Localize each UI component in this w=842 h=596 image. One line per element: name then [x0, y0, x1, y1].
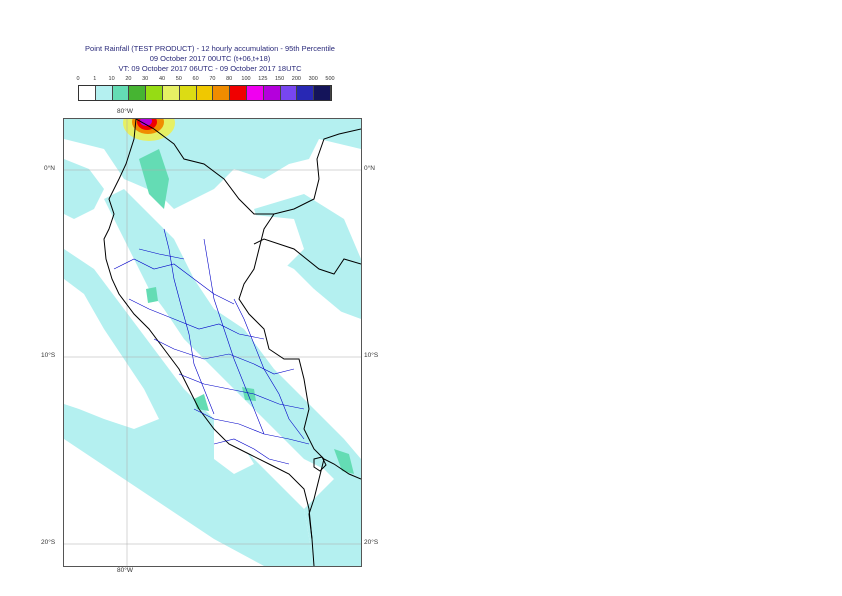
moderate-area-5 [242, 387, 256, 401]
region-line-10 [138, 248, 185, 260]
legend-swatch-3 [129, 86, 147, 100]
legend-labels: 0 1 10 20 30 40 50 60 70 80 100 125 150 200 300 500 [76, 76, 346, 84]
national-borders [103, 119, 361, 566]
lon-label-top: 80°W [117, 108, 133, 115]
dry-patch-2 [264, 279, 361, 419]
rain-moderate [139, 149, 354, 474]
dry-patch-4 [64, 459, 204, 566]
map-title: Point Rainfall (TEST PRODUCT) - 12 hourl… [85, 44, 335, 53]
lat-label-right-0: 0°N [364, 165, 375, 172]
legend-threshold-0: 0 [76, 76, 80, 82]
legend-threshold-8: 70 [209, 76, 216, 82]
color-legend: 0 1 10 20 30 40 50 60 70 80 100 125 150 200 300 500 [76, 76, 346, 102]
legend-threshold-2: 10 [108, 76, 115, 82]
rain-clearings [64, 214, 361, 566]
legend-threshold-4: 30 [142, 76, 149, 82]
legend-swatch-13 [297, 86, 315, 100]
lat-label-right-10: 10°S [364, 352, 379, 359]
moderate-area-2 [146, 287, 158, 303]
lat-label-left-10: 10°S [41, 352, 56, 359]
rain-area-ocean-west [64, 249, 314, 566]
lat-label-left-20: 20°S [41, 539, 56, 546]
region-line-1 [113, 258, 235, 305]
region-line-7 [203, 238, 265, 435]
lake-titicaca [313, 456, 327, 472]
legend-swatch-7 [196, 86, 214, 100]
region-line-8 [233, 298, 305, 440]
region-line-3 [153, 338, 295, 375]
coastline-ecuador-peru [103, 119, 315, 566]
border-colombia-brazil [273, 128, 361, 215]
legend-threshold-14: 300 [308, 76, 318, 82]
legend-bar [78, 85, 332, 101]
legend-swatch-0 [79, 86, 96, 100]
legend-swatch-1 [95, 86, 113, 100]
moderate-area-3 [334, 449, 354, 474]
legend-threshold-12: 150 [275, 76, 285, 82]
legend-threshold-15: 500 [325, 76, 335, 82]
legend-swatch-11 [263, 86, 281, 100]
legend-swatch-12 [280, 86, 298, 100]
valid-time: VT: 09 October 2017 06UTC - 09 October 2… [118, 64, 302, 73]
legend-threshold-11: 125 [258, 76, 268, 82]
region-line-5 [193, 408, 310, 445]
rain-area-ocean-north [64, 159, 104, 219]
legend-threshold-10: 100 [241, 76, 251, 82]
region-line-6 [163, 228, 215, 415]
border-peru-bolivia [308, 458, 325, 540]
legend-threshold-13: 200 [291, 76, 301, 82]
legend-threshold-6: 50 [175, 76, 182, 82]
moderate-area-1 [139, 149, 169, 209]
lon-label-bottom: 80°W [117, 567, 133, 574]
region-boundaries [113, 228, 310, 465]
legend-swatch-4 [146, 86, 163, 100]
lat-label-left-0: 0°N [44, 165, 55, 172]
map-canvas [64, 119, 361, 566]
border-peru-brazil [238, 213, 325, 460]
legend-swatch-2 [112, 86, 130, 100]
legend-swatch-5 [162, 86, 180, 100]
region-line-9 [213, 438, 290, 465]
legend-swatch-14 [314, 86, 331, 100]
dry-patch-1 [244, 214, 304, 269]
legend-threshold-5: 40 [158, 76, 166, 82]
legend-swatch-10 [246, 86, 264, 100]
lat-label-right-20: 20°S [364, 539, 379, 546]
legend-swatch-9 [230, 86, 247, 100]
rain-fields [64, 119, 361, 566]
legend-threshold-7: 60 [192, 76, 199, 82]
rain-area-andes [104, 189, 361, 499]
heavy-ring-purple [140, 119, 152, 126]
legend-threshold-3: 20 [125, 76, 132, 82]
legend-swatch-8 [213, 86, 231, 100]
border-colombia-ecuador [135, 119, 274, 215]
base-time: 09 October 2017 00UTC (t+06,t+18) [149, 54, 271, 63]
rain-area-north [64, 119, 361, 209]
legend-threshold-1: 1 [93, 76, 97, 82]
legend-threshold-9: 80 [226, 76, 233, 82]
region-line-2 [128, 298, 265, 340]
dry-patch-3 [64, 279, 159, 429]
border-brazil-bolivia [323, 458, 361, 480]
border-brazil-venezuela [253, 238, 361, 275]
rainfall-map [63, 118, 362, 567]
legend-swatch-6 [179, 86, 197, 100]
